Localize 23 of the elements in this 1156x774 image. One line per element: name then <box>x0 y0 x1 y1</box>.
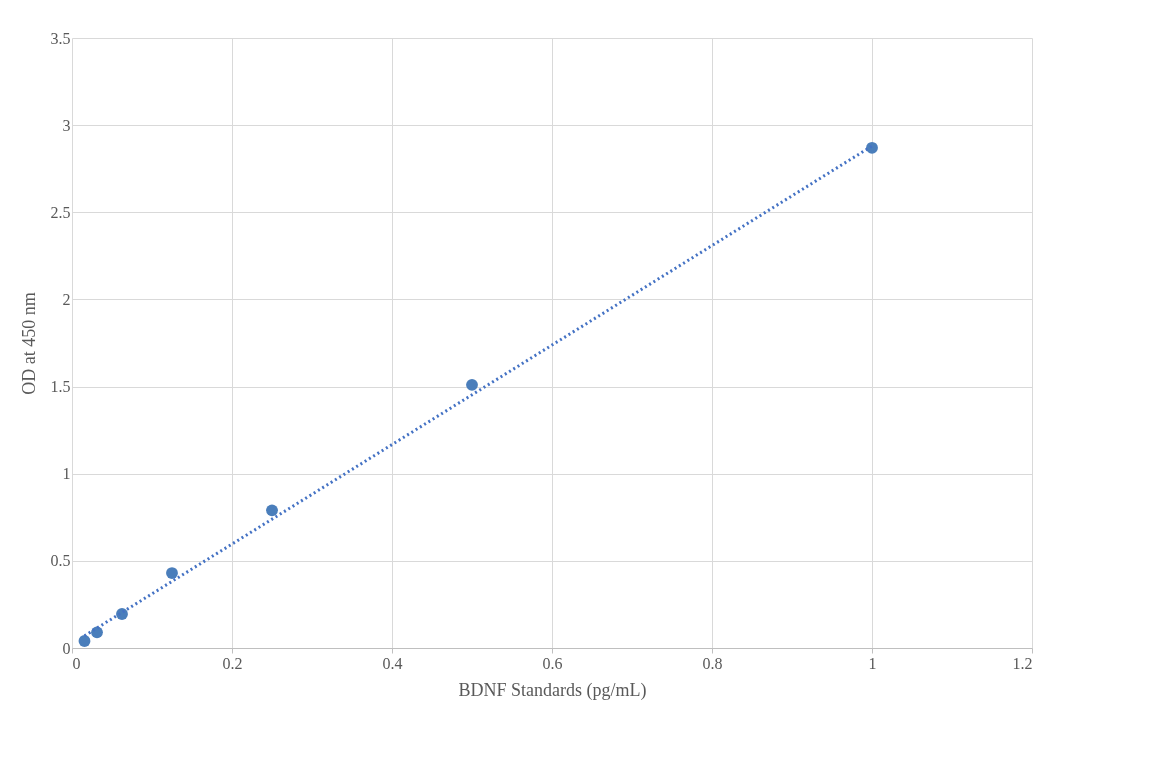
y-tick-label: 2 <box>62 290 71 308</box>
x-tick-label: 0.8 <box>702 654 723 672</box>
x-tick-label: 0.6 <box>542 654 563 672</box>
point <box>866 141 878 154</box>
x-tick-label: 1 <box>868 654 877 672</box>
point <box>166 567 178 579</box>
point <box>116 608 128 620</box>
y-tick-label: 0.5 <box>50 552 71 570</box>
point <box>466 378 478 391</box>
x-tick-label: 0.4 <box>382 654 403 672</box>
y-tick-label: 3 <box>62 116 71 134</box>
y-tick-label: 2.5 <box>50 203 71 221</box>
y-axis-title: OD at 450 nm <box>18 292 39 395</box>
point <box>78 635 91 647</box>
y-tick-label: 0 <box>62 639 71 657</box>
y-tick-label: 3.5 <box>50 29 71 47</box>
y-tick-label: 1 <box>62 465 71 483</box>
x-tick-label: 0.2 <box>222 654 243 672</box>
point <box>266 504 278 517</box>
y-tick-label: 1.5 <box>50 378 71 396</box>
x-axis-title: BDNF Standards (pg/mL) <box>458 679 647 701</box>
x-tick-label: 1.2 <box>1012 654 1033 672</box>
point <box>91 626 103 639</box>
